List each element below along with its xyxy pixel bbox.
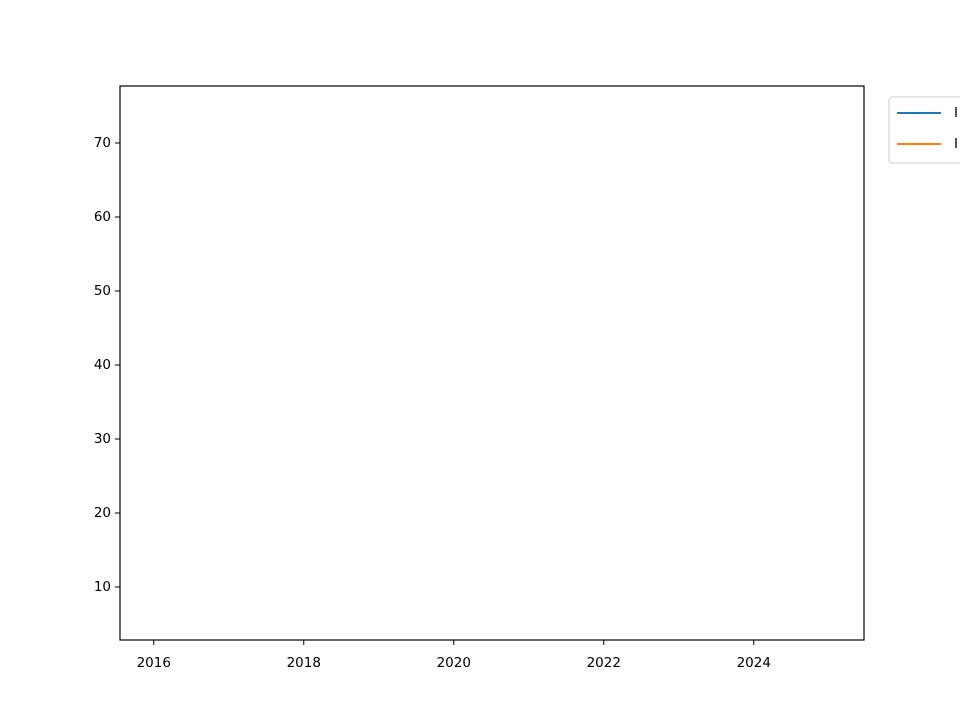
x-tick-label: 2016 (137, 655, 171, 671)
y-tick-label: 50 (94, 283, 111, 299)
x-tick-label: 2020 (437, 655, 471, 671)
y-tick-label: 10 (94, 579, 111, 595)
x-tick-label: 2024 (737, 655, 771, 671)
legend-label: I (954, 105, 958, 121)
plot-frame (119, 85, 865, 641)
x-tick-label: 2022 (587, 655, 621, 671)
x-tick-label: 2018 (287, 655, 321, 671)
y-tick-label: 30 (94, 431, 111, 447)
y-tick-label: 70 (94, 135, 111, 151)
legend-label: I (954, 136, 958, 152)
y-tick-label: 20 (94, 505, 111, 521)
legend-box (888, 96, 960, 164)
y-tick-label: 40 (94, 357, 111, 373)
y-tick-label: 60 (94, 209, 111, 225)
